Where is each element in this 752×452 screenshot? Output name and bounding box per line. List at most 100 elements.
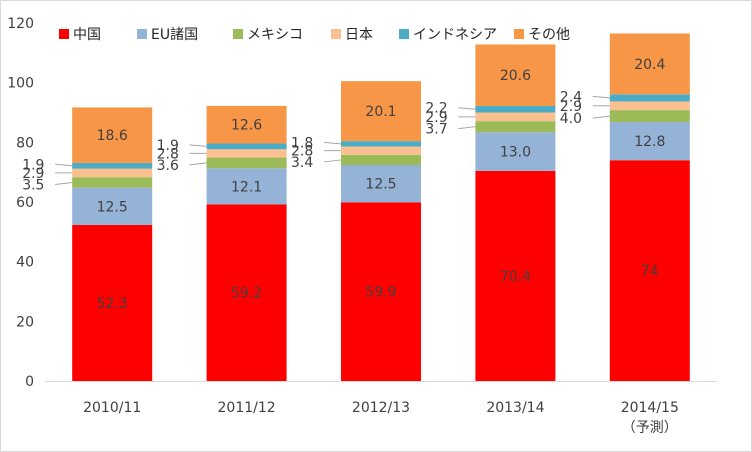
legend-label: 中国: [73, 27, 101, 43]
data-label: 70.4: [500, 269, 531, 285]
data-label: 74: [641, 264, 659, 280]
x-category-label: 2013/14: [486, 400, 544, 416]
data-label: 2.9: [425, 110, 447, 126]
y-tick-label: 120: [7, 16, 34, 32]
x-category-label: 2011/12: [218, 400, 276, 416]
y-tick-label: 20: [16, 314, 34, 330]
bar-segment: [206, 149, 287, 158]
bar-segment: [475, 105, 556, 113]
leader-line: [55, 181, 73, 185]
bar-segment: [609, 101, 690, 111]
bar-segment: [609, 110, 690, 123]
bar-segment: [341, 141, 421, 147]
bar-segment: [609, 33, 690, 95]
bar-segment: [72, 187, 153, 225]
data-label: 12.5: [365, 177, 396, 193]
x-category-label: 2014/15: [621, 400, 679, 416]
bar-segment: [475, 44, 556, 106]
bar-segment: [341, 154, 421, 166]
data-label: 20.1: [365, 104, 396, 120]
axis-layer: 0 20 40 60 80 100 120 2010/11 2011/12 2012/13 2013…: [7, 16, 717, 436]
data-label: 2.8: [291, 144, 313, 160]
leader-line: [592, 115, 610, 119]
data-label: 2.4: [560, 89, 582, 105]
legend-label: メキシコ: [247, 27, 303, 43]
bars-layer: [72, 33, 690, 381]
bar-segment: [341, 202, 421, 381]
legend-swatch: [331, 29, 341, 39]
legend-swatch: [59, 29, 69, 39]
bar-segment: [206, 143, 287, 150]
data-label: 12.8: [634, 134, 665, 150]
bar-segment: [341, 146, 421, 155]
data-label: 52.3: [97, 296, 128, 312]
data-label: 2.8: [157, 146, 179, 162]
bar-segment: [475, 112, 556, 122]
data-label: 3.4: [291, 155, 313, 171]
legend-swatch: [399, 29, 409, 39]
data-label: 13.0: [500, 145, 531, 161]
bar-segment: [341, 81, 421, 142]
y-tick-label: 100: [7, 76, 34, 92]
data-label: 12.1: [231, 179, 262, 195]
legend-label: その他: [528, 27, 570, 43]
data-labels-layer: 52.312.53.52.91.918.659.212.13.62.81.912…: [22, 57, 665, 312]
data-label: 20.6: [500, 68, 531, 84]
y-tick-label: 80: [16, 135, 34, 151]
legend-swatch: [137, 29, 147, 39]
x-category-label: （予測）: [622, 420, 678, 436]
bar-segment: [206, 204, 287, 381]
leader-line: [323, 159, 342, 163]
bar-segment: [72, 177, 153, 188]
bar-segment: [206, 168, 287, 205]
legend: 中国 EU諸国 メキシコ 日本 インドネシア その他: [59, 27, 570, 43]
bar-segment: [72, 168, 153, 178]
data-label: 4.0: [560, 111, 582, 127]
bar-segment: [341, 165, 421, 203]
y-tick-label: 0: [25, 374, 34, 390]
leader-line: [189, 144, 207, 147]
data-label: 12.5: [97, 199, 128, 215]
bar-segment: [72, 224, 153, 381]
data-label: 59.2: [231, 286, 262, 302]
x-category-label: 2010/11: [83, 400, 141, 416]
bar-segment: [609, 94, 690, 102]
bar-segment: [475, 121, 556, 133]
data-label: 3.6: [157, 158, 179, 174]
leader-line: [458, 107, 476, 110]
leader-line: [189, 162, 207, 166]
bar-segment: [206, 157, 287, 169]
legend-label: 日本: [345, 27, 373, 43]
data-label: 1.9: [22, 157, 44, 173]
leader-line: [592, 95, 610, 99]
data-label: 12.6: [231, 118, 262, 134]
bar-segment: [609, 122, 690, 161]
legend-label: EU諸国: [151, 27, 198, 43]
bar-segment: [72, 107, 153, 163]
x-category-label: 2012/13: [352, 400, 410, 416]
data-label: 2.9: [22, 166, 44, 182]
data-label: 1.8: [291, 135, 313, 151]
data-label: 3.7: [425, 122, 447, 138]
data-label: 59.9: [365, 285, 396, 301]
bar-segment: [206, 105, 287, 144]
bar-segment: [475, 170, 556, 381]
legend-label: インドネシア: [413, 27, 497, 43]
data-label: 3.5: [22, 177, 44, 193]
leader-line: [323, 141, 342, 145]
data-label: 18.6: [97, 128, 128, 144]
data-label: 20.4: [634, 57, 665, 73]
y-tick-label: 60: [16, 195, 34, 211]
data-label: 2.2: [425, 101, 447, 117]
bar-segment: [475, 132, 556, 171]
data-label: 2.9: [560, 99, 582, 115]
bar-segment: [609, 160, 690, 381]
data-label: 1.9: [157, 138, 179, 154]
leader-line: [55, 163, 73, 167]
legend-swatch: [514, 29, 524, 39]
bar-segment: [72, 162, 153, 169]
legend-swatch: [233, 29, 243, 39]
leader-line: [458, 126, 476, 130]
